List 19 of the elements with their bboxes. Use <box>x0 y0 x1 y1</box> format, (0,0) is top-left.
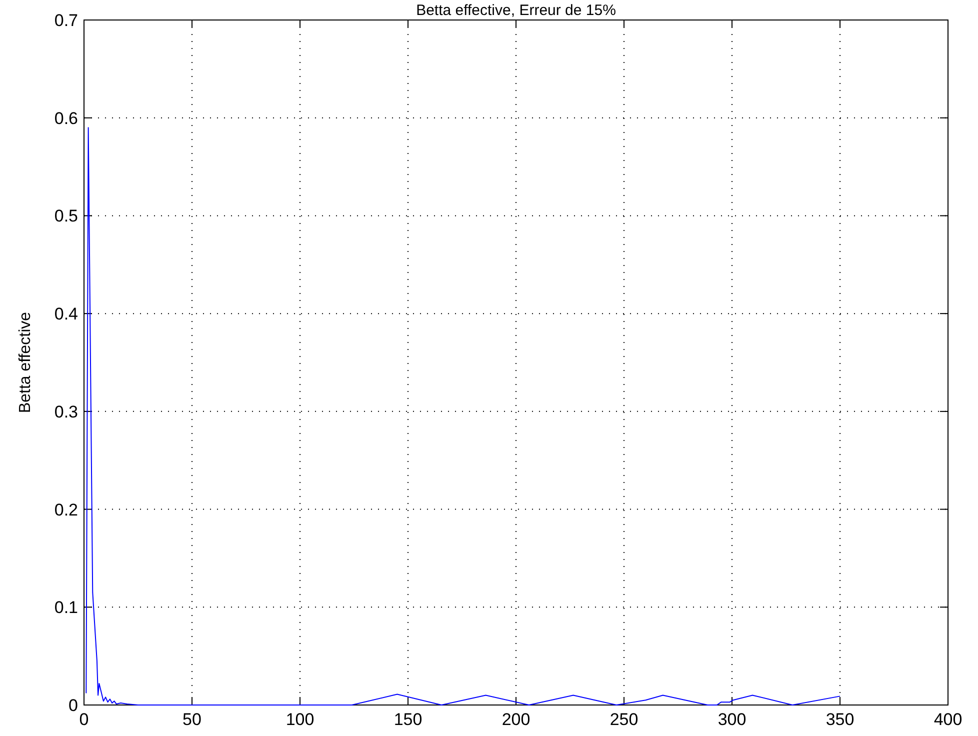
x-tick-label: 400 <box>934 710 962 729</box>
x-tick-label: 300 <box>718 710 746 729</box>
x-tick-label: 250 <box>610 710 638 729</box>
x-tick-label: 200 <box>502 710 530 729</box>
y-tick-label: 0.4 <box>54 304 78 324</box>
y-tick-label: 0.7 <box>54 11 78 30</box>
y-axis-title: Betta effective <box>17 312 34 414</box>
line-series <box>86 127 840 706</box>
x-tick-label: 100 <box>286 710 314 729</box>
chart-title: Betta effective, Erreur de 15% <box>416 2 616 19</box>
x-tick-label: 50 <box>182 710 202 729</box>
y-tick-label: 0.6 <box>54 108 78 128</box>
x-tick-label: 150 <box>394 710 422 729</box>
y-tick-label: 0.3 <box>54 402 78 422</box>
y-tick-label: 0 <box>68 696 78 715</box>
y-tick-label: 0.1 <box>54 598 78 618</box>
y-tick-label: 0.2 <box>54 500 78 520</box>
y-tick-label: 0.5 <box>54 206 78 226</box>
x-tick-label: 350 <box>826 710 854 729</box>
